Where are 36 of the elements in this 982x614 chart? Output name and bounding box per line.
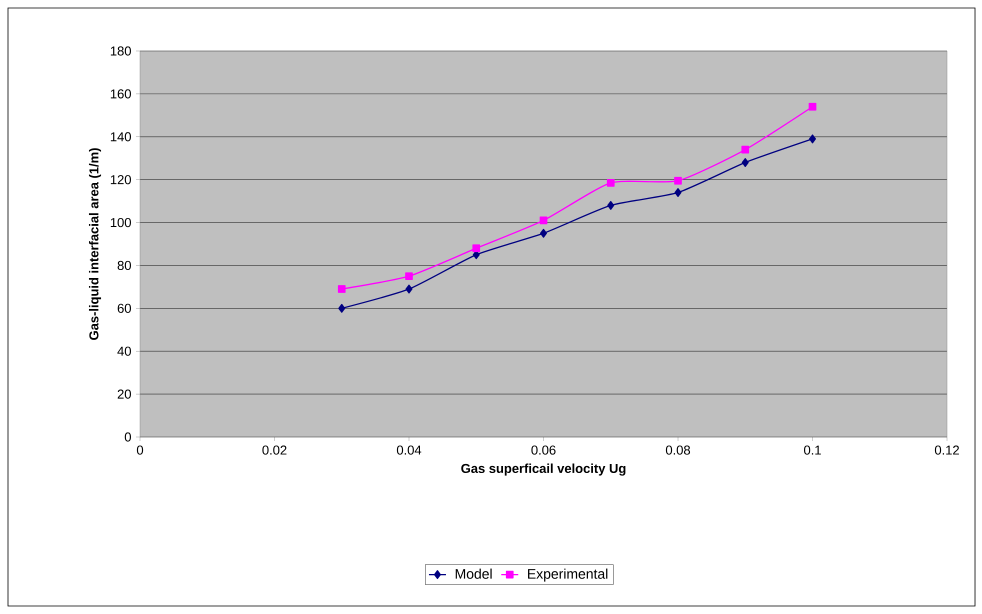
point <box>540 216 548 224</box>
x-tick-label: 0.08 <box>666 446 690 455</box>
y-tick-label: 80 <box>118 260 131 270</box>
y-tick-label: 120 <box>110 175 131 184</box>
x-tick-label: 0.1 <box>804 446 821 455</box>
x-tick-label: 0.04 <box>396 446 422 455</box>
y-tick-label: 20 <box>118 390 131 399</box>
point <box>338 285 346 293</box>
y-tick-label: 180 <box>110 46 131 56</box>
point <box>809 134 816 144</box>
point <box>406 284 413 294</box>
point <box>742 158 749 167</box>
point <box>808 102 816 111</box>
point <box>606 179 615 187</box>
y-axis-title: Gas-liquid interfacial area (1/m) <box>88 148 102 340</box>
point <box>405 272 413 280</box>
point <box>741 146 750 154</box>
point <box>540 228 548 238</box>
x-tick-label: 0.02 <box>262 446 286 455</box>
point <box>607 200 614 210</box>
point <box>472 244 480 252</box>
y-tick-label: 0 <box>124 432 131 442</box>
x-tick-label: 0 <box>136 446 144 455</box>
point <box>674 176 682 185</box>
x-tick-label: 0.12 <box>934 446 959 455</box>
point <box>338 304 346 313</box>
y-tick-label: 40 <box>117 346 131 356</box>
x-axis-title: Gas superficail velocity Ug <box>461 464 626 476</box>
x-tick-label: 0.06 <box>531 446 556 455</box>
y-tick-label: 160 <box>110 89 131 98</box>
point <box>674 188 682 197</box>
legend-label: Experimental <box>528 568 608 582</box>
legend-label: Model <box>456 568 492 579</box>
y-tick-label: 60 <box>118 304 131 313</box>
y-tick-label: 140 <box>110 132 131 142</box>
y-tick-label: 100 <box>110 218 131 228</box>
